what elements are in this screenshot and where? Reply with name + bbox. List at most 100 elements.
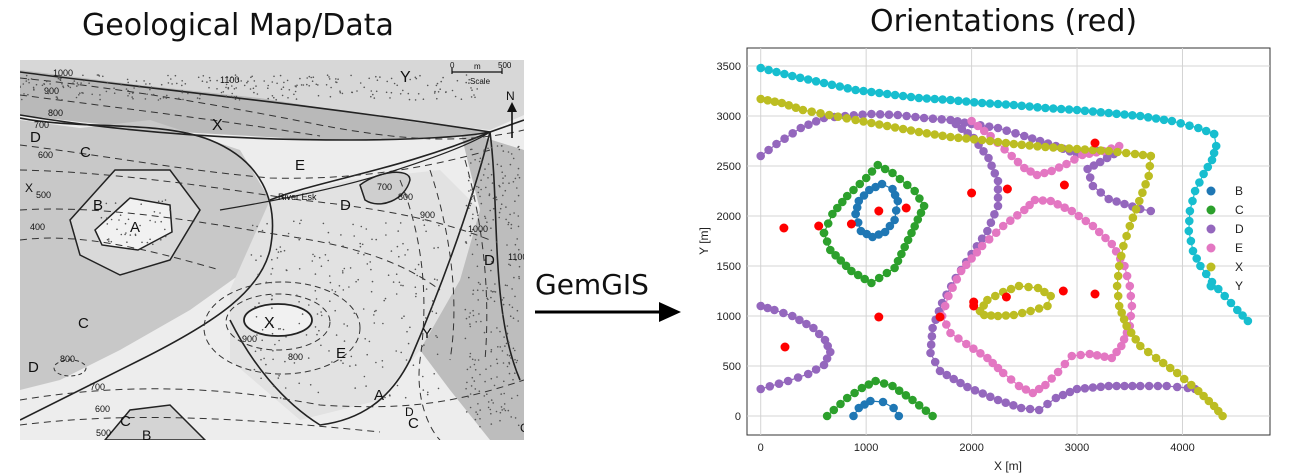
stipple-dot (167, 82, 170, 84)
stipple-dot (260, 255, 262, 257)
data-point (928, 114, 938, 123)
data-point (1017, 308, 1027, 318)
orientation-point (1002, 184, 1012, 194)
stipple-dot (496, 376, 498, 378)
stipple-dot (320, 314, 323, 317)
stipple-dot (131, 96, 133, 98)
stipple-dot (490, 377, 493, 380)
data-point (1211, 141, 1221, 151)
data-point (962, 97, 971, 106)
data-point (1146, 151, 1156, 161)
stipple-dot (477, 214, 479, 216)
data-point (1167, 116, 1177, 126)
stipple-dot (298, 301, 300, 303)
stipple-dot (144, 98, 147, 100)
stipple-dot (472, 293, 474, 295)
stipple-dot (390, 91, 393, 94)
data-point (770, 97, 780, 106)
stipple-dot (330, 86, 332, 89)
orientation-point (1090, 138, 1100, 148)
stipple-dot (227, 87, 230, 90)
data-point (1033, 283, 1043, 293)
stipple-dot (216, 79, 218, 82)
stipple-dot (80, 82, 82, 84)
legend-label: B (1235, 184, 1243, 198)
data-point (838, 197, 847, 207)
stipple-dot (340, 234, 342, 236)
stipple-dot (517, 424, 520, 427)
data-point (1188, 196, 1197, 206)
orientation-point (1059, 180, 1069, 190)
data-point (1065, 387, 1075, 397)
stipple-dot (517, 146, 519, 148)
legend-marker (1206, 262, 1216, 272)
stipple-dot (407, 249, 409, 251)
stipple-dot (106, 223, 109, 225)
stipple-dot (286, 79, 289, 82)
stipple-dot (469, 323, 471, 325)
stipple-dot (271, 95, 274, 97)
stipple-dot (511, 306, 514, 309)
stipple-dot (371, 238, 373, 241)
contour-label: 500 (96, 428, 111, 438)
stipple-dot (306, 77, 309, 79)
data-point (1119, 315, 1129, 324)
stipple-dot (477, 281, 480, 284)
data-point (962, 339, 971, 349)
unit-label: C (80, 144, 91, 161)
stipple-dot (402, 242, 404, 245)
data-point (1172, 368, 1182, 378)
stipple-dot (297, 237, 300, 239)
unit-y-area (20, 60, 524, 130)
data-point (914, 127, 924, 137)
stipple-dot (486, 393, 488, 396)
stipple-dot (465, 411, 468, 413)
data-point (1112, 381, 1121, 391)
unit-label: X (264, 315, 275, 332)
stipple-dot (436, 82, 439, 85)
stipple-dot (143, 80, 145, 82)
stipple-dot (353, 235, 356, 237)
data-point (855, 179, 865, 189)
data-point (991, 291, 1000, 301)
process-arrow (535, 302, 681, 322)
data-point (1034, 304, 1044, 313)
stipple-dot (507, 409, 510, 412)
stipple-dot (474, 359, 477, 361)
stipple-dot (129, 234, 132, 236)
stipple-dot (499, 346, 502, 348)
stipple-dot (516, 359, 519, 362)
stipple-dot (116, 228, 118, 231)
stipple-dot (492, 197, 495, 200)
data-point (772, 67, 781, 77)
orientation-point (1058, 286, 1068, 296)
data-point (1088, 383, 1098, 392)
data-point (1009, 139, 1019, 149)
unit-label: B (93, 197, 103, 214)
stipple-dot (422, 98, 425, 100)
stipple-dot (492, 207, 495, 210)
data-point (1146, 206, 1156, 216)
stipple-dot (487, 401, 490, 403)
stipple-dot (82, 74, 84, 77)
data-point (901, 391, 911, 400)
data-point (914, 93, 924, 103)
data-point (983, 353, 992, 363)
stipple-dot (251, 75, 253, 78)
stipple-dot (399, 93, 402, 95)
stipple-dot (355, 280, 357, 283)
data-point (1128, 213, 1138, 222)
data-point (866, 396, 875, 406)
stipple-dot (299, 222, 301, 225)
stipple-dot (83, 79, 85, 82)
data-point (1046, 291, 1055, 301)
stipple-dot (482, 289, 484, 292)
stipple-dot (474, 369, 477, 371)
data-point (853, 270, 863, 280)
data-point (822, 354, 832, 363)
stipple-dot (317, 84, 319, 86)
stipple-dot (272, 385, 275, 387)
data-point (1120, 199, 1129, 209)
stipple-dot (485, 368, 487, 371)
stipple-dot (135, 80, 138, 82)
